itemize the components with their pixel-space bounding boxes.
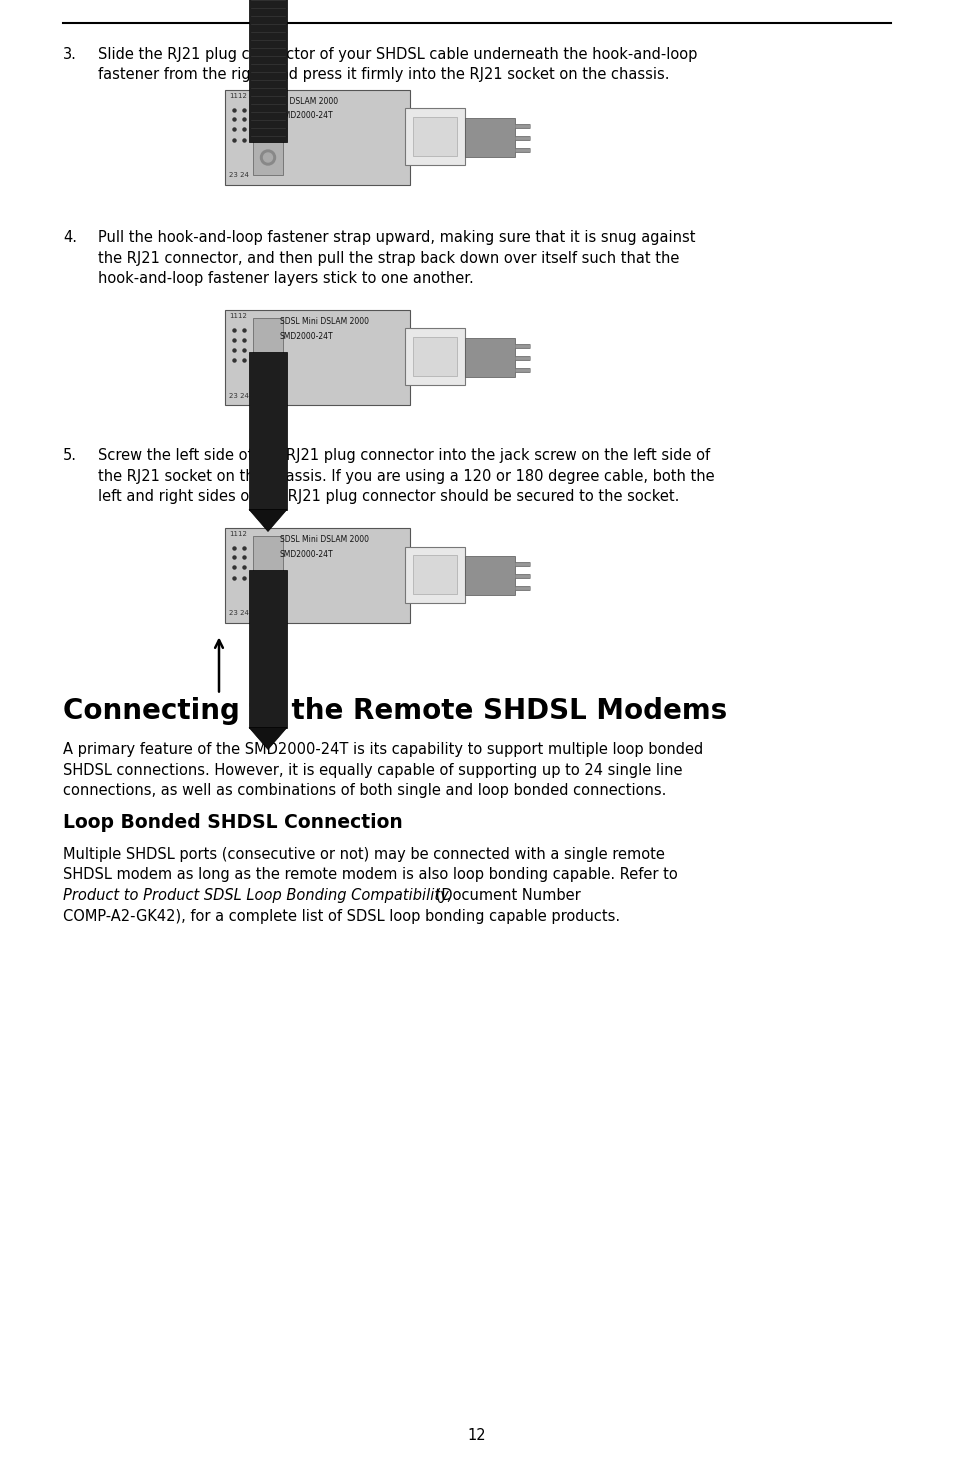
Bar: [464, 556, 515, 594]
Bar: [249, 0, 287, 142]
Text: Product to Product SDSL Loop Bonding Compatibility,: Product to Product SDSL Loop Bonding Com…: [63, 888, 452, 903]
Text: SDSL Mini DSLAM 2000: SDSL Mini DSLAM 2000: [280, 535, 369, 544]
Text: connections, as well as combinations of both single and loop bonded connections.: connections, as well as combinations of …: [63, 783, 666, 798]
Bar: [225, 90, 410, 184]
Bar: [405, 109, 464, 165]
Text: the RJ21 socket on the chassis. If you are using a 120 or 180 degree cable, both: the RJ21 socket on the chassis. If you a…: [98, 469, 714, 484]
Text: SDSL Mini DSLAM 2000: SDSL Mini DSLAM 2000: [280, 317, 369, 326]
Bar: [405, 547, 464, 602]
Circle shape: [260, 370, 275, 385]
Bar: [225, 310, 410, 404]
Bar: [253, 97, 283, 174]
Bar: [413, 338, 456, 376]
Text: 1112: 1112: [229, 93, 247, 99]
Text: Loop Bonded SHDSL Connection: Loop Bonded SHDSL Connection: [63, 813, 402, 832]
Text: ni DSLAM 2000: ni DSLAM 2000: [280, 97, 337, 106]
Bar: [413, 556, 456, 593]
Text: 1112: 1112: [229, 531, 247, 537]
Text: (Document Number: (Document Number: [431, 888, 580, 903]
Bar: [464, 338, 515, 376]
Text: 23 24: 23 24: [229, 611, 249, 617]
Bar: [249, 353, 287, 509]
Text: A primary feature of the SMD2000-24T is its capability to support multiple loop : A primary feature of the SMD2000-24T is …: [63, 742, 702, 757]
Circle shape: [260, 150, 275, 165]
Bar: [464, 118, 515, 156]
Text: SMD2000-24T: SMD2000-24T: [280, 550, 334, 559]
Bar: [413, 118, 456, 155]
Text: COMP-A2-GK42), for a complete list of SDSL loop bonding capable products.: COMP-A2-GK42), for a complete list of SD…: [63, 909, 619, 923]
Text: hook-and-loop fastener layers stick to one another.: hook-and-loop fastener layers stick to o…: [98, 271, 474, 286]
Circle shape: [263, 373, 273, 382]
Bar: [225, 528, 410, 622]
Text: 23 24: 23 24: [229, 173, 249, 178]
Text: 1112: 1112: [229, 314, 247, 320]
Circle shape: [260, 589, 275, 603]
Bar: [405, 329, 464, 385]
Bar: [249, 571, 287, 727]
Text: the RJ21 connector, and then pull the strap back down over itself such that the: the RJ21 connector, and then pull the st…: [98, 251, 679, 266]
Text: Slide the RJ21 plug connector of your SHDSL cable underneath the hook-and-loop: Slide the RJ21 plug connector of your SH…: [98, 47, 697, 62]
Text: Connecting to the Remote SHDSL Modems: Connecting to the Remote SHDSL Modems: [63, 698, 726, 726]
Text: SHDSL modem as long as the remote modem is also loop bonding capable. Refer to: SHDSL modem as long as the remote modem …: [63, 867, 677, 882]
Text: SMD2000-24T: SMD2000-24T: [280, 112, 334, 121]
Text: SHDSL connections. However, it is equally capable of supporting up to 24 single : SHDSL connections. However, it is equall…: [63, 763, 681, 777]
Text: left and right sides of the RJ21 plug connector should be secured to the socket.: left and right sides of the RJ21 plug co…: [98, 490, 679, 504]
Circle shape: [263, 153, 273, 162]
Text: 4.: 4.: [63, 230, 77, 245]
Bar: [253, 535, 283, 612]
Polygon shape: [249, 727, 287, 749]
Text: Screw the left side of the RJ21 plug connector into the jack screw on the left s: Screw the left side of the RJ21 plug con…: [98, 448, 709, 463]
Text: 3.: 3.: [63, 47, 77, 62]
Bar: [253, 317, 283, 394]
Text: 12: 12: [467, 1428, 486, 1443]
Polygon shape: [249, 509, 287, 531]
Text: fastener from the right and press it firmly into the RJ21 socket on the chassis.: fastener from the right and press it fir…: [98, 68, 669, 83]
Text: 23 24: 23 24: [229, 392, 249, 398]
Circle shape: [263, 591, 273, 600]
Text: Pull the hook-and-loop fastener strap upward, making sure that it is snug agains: Pull the hook-and-loop fastener strap up…: [98, 230, 695, 245]
Text: SMD2000-24T: SMD2000-24T: [280, 332, 334, 341]
Text: Multiple SHDSL ports (consecutive or not) may be connected with a single remote: Multiple SHDSL ports (consecutive or not…: [63, 847, 664, 861]
Text: 5.: 5.: [63, 448, 77, 463]
